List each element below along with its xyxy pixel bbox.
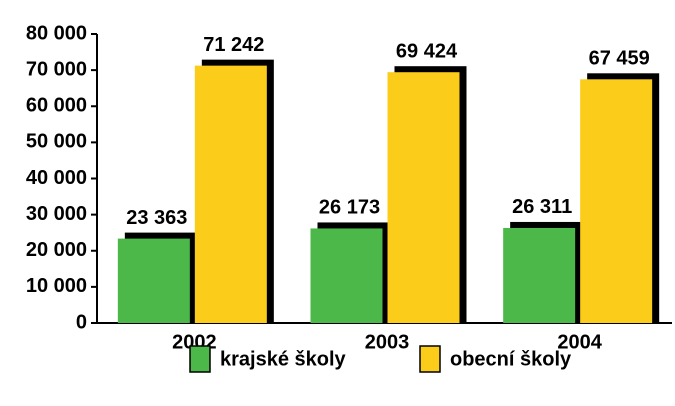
y-tick-label: 30 000	[26, 203, 87, 225]
value-label: 26 173	[319, 197, 380, 219]
bar	[310, 228, 383, 323]
y-tick-label: 80 000	[26, 22, 87, 44]
y-tick-label: 20 000	[26, 239, 87, 261]
legend-label: obecní školy	[450, 348, 572, 370]
legend-swatch	[189, 345, 211, 373]
y-tick-label: 10 000	[26, 275, 87, 297]
bar	[194, 65, 267, 323]
legend-swatch	[419, 345, 441, 373]
y-tick-label: 70 000	[26, 58, 87, 80]
bar	[580, 79, 653, 324]
value-label: 71 242	[203, 34, 264, 56]
value-label: 26 311	[512, 196, 572, 218]
y-tick-label: 50 000	[26, 131, 87, 153]
y-tick-label: 0	[76, 311, 87, 333]
bar	[387, 72, 460, 323]
value-label: 23 363	[126, 207, 187, 229]
y-tick-label: 60 000	[26, 95, 87, 117]
y-tick-label: 40 000	[26, 167, 87, 189]
x-tick-label: 2003	[365, 331, 410, 353]
legend-label: krajské školy	[220, 348, 347, 370]
value-label: 67 459	[589, 48, 650, 70]
value-label: 69 424	[396, 40, 458, 62]
bar	[503, 227, 576, 323]
bar	[117, 238, 190, 323]
x-tick-label: 2004	[557, 331, 602, 353]
